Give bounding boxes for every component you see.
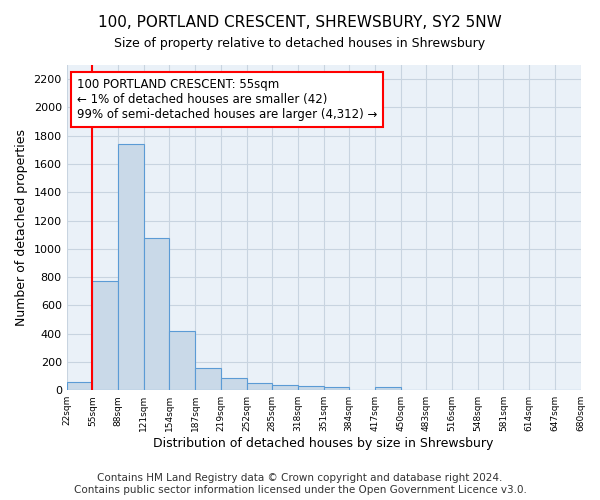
- Text: 100, PORTLAND CRESCENT, SHREWSBURY, SY2 5NW: 100, PORTLAND CRESCENT, SHREWSBURY, SY2 …: [98, 15, 502, 30]
- Bar: [67, 382, 92, 390]
- Bar: [298, 386, 323, 390]
- Bar: [272, 384, 298, 390]
- Bar: [144, 238, 169, 390]
- Bar: [169, 331, 195, 390]
- X-axis label: Distribution of detached houses by size in Shrewsbury: Distribution of detached houses by size …: [154, 437, 494, 450]
- Bar: [221, 378, 247, 390]
- Bar: [247, 383, 272, 390]
- Bar: [195, 368, 221, 390]
- Text: Contains HM Land Registry data © Crown copyright and database right 2024.
Contai: Contains HM Land Registry data © Crown c…: [74, 474, 526, 495]
- Bar: [92, 282, 118, 390]
- Text: 100 PORTLAND CRESCENT: 55sqm
← 1% of detached houses are smaller (42)
99% of sem: 100 PORTLAND CRESCENT: 55sqm ← 1% of det…: [77, 78, 377, 121]
- Y-axis label: Number of detached properties: Number of detached properties: [15, 129, 28, 326]
- Bar: [375, 388, 401, 390]
- Bar: [323, 386, 349, 390]
- Text: Size of property relative to detached houses in Shrewsbury: Size of property relative to detached ho…: [115, 38, 485, 51]
- Bar: [118, 144, 144, 390]
